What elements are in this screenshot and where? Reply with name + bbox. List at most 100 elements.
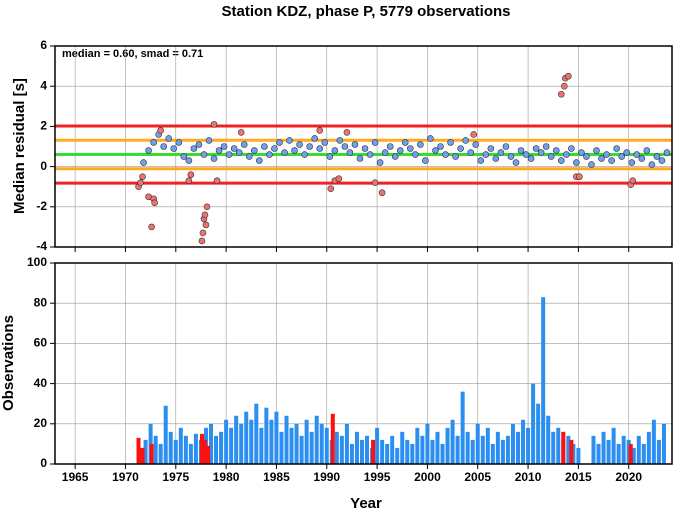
point [316,127,324,134]
bar [158,443,163,464]
point [286,137,293,144]
point [588,161,595,168]
point [557,157,565,164]
point [561,82,568,90]
bar [591,435,596,464]
bar [143,439,148,464]
point [563,151,570,158]
point [137,179,144,186]
bar [521,419,526,464]
x-tick-label: 1970 [112,470,139,484]
bar [606,439,611,464]
bar [314,415,319,464]
point [199,229,207,237]
point [202,221,210,229]
point [663,149,671,156]
bar [569,439,574,464]
point [326,153,334,160]
point [220,143,228,150]
point [472,141,480,148]
point [378,189,386,197]
bar [445,427,450,464]
bar [136,437,141,464]
point [578,149,585,156]
bar [209,423,214,464]
point [256,157,263,164]
y-tick-label: 2 [40,119,47,133]
bar [349,443,354,464]
point [437,143,444,150]
point [366,151,374,158]
point [482,151,490,158]
bar [309,431,314,464]
point [628,159,636,166]
point [522,151,530,158]
point [477,157,485,164]
bar [304,419,309,464]
bar [259,427,264,464]
point [225,151,233,158]
bar [354,431,359,464]
y-tick-label: 20 [34,416,48,430]
bar [490,443,495,464]
bar [505,435,510,464]
point [160,143,168,150]
y-axis-label: Observations [0,315,17,411]
bar [636,435,641,464]
point [213,177,221,184]
bar [149,443,154,464]
x-tick-label: 2010 [515,470,542,484]
point [527,155,535,162]
bar [566,435,571,464]
point [633,151,641,158]
point [507,153,515,160]
point [336,137,344,144]
bar [616,443,621,464]
point [583,153,590,160]
point [230,145,238,152]
point [648,161,656,168]
point [331,147,339,154]
y-tick-label: 100 [27,255,47,269]
point [250,147,258,154]
bar [661,423,666,464]
bar [420,435,425,464]
point [271,145,278,152]
bar [219,431,224,464]
point [327,185,335,193]
point [517,147,525,154]
x-tick-label: 2015 [565,470,592,484]
point [401,139,409,146]
point [361,145,369,152]
bar [641,443,646,464]
bar [450,419,455,464]
point [629,177,637,184]
x-tick-label: 1995 [364,470,391,484]
point [200,151,208,158]
point [240,141,248,148]
point [542,143,550,150]
bar [380,439,385,464]
bar [229,427,234,464]
bar [516,431,521,464]
bar [319,423,324,464]
point [552,147,560,154]
point [532,145,540,152]
bar [628,443,633,464]
bar [178,427,183,464]
chart-title: Station KDZ, phase P, 5779 observations [222,3,511,20]
point [492,155,500,162]
bar [138,447,143,464]
point [427,135,434,142]
point [396,147,404,154]
bar [410,443,415,464]
bar [244,411,249,464]
y-tick-label: 6 [40,38,47,52]
point [412,151,419,158]
bar [234,415,239,464]
bar [274,411,279,464]
point [603,151,610,158]
point [341,143,349,150]
bar [470,439,475,464]
